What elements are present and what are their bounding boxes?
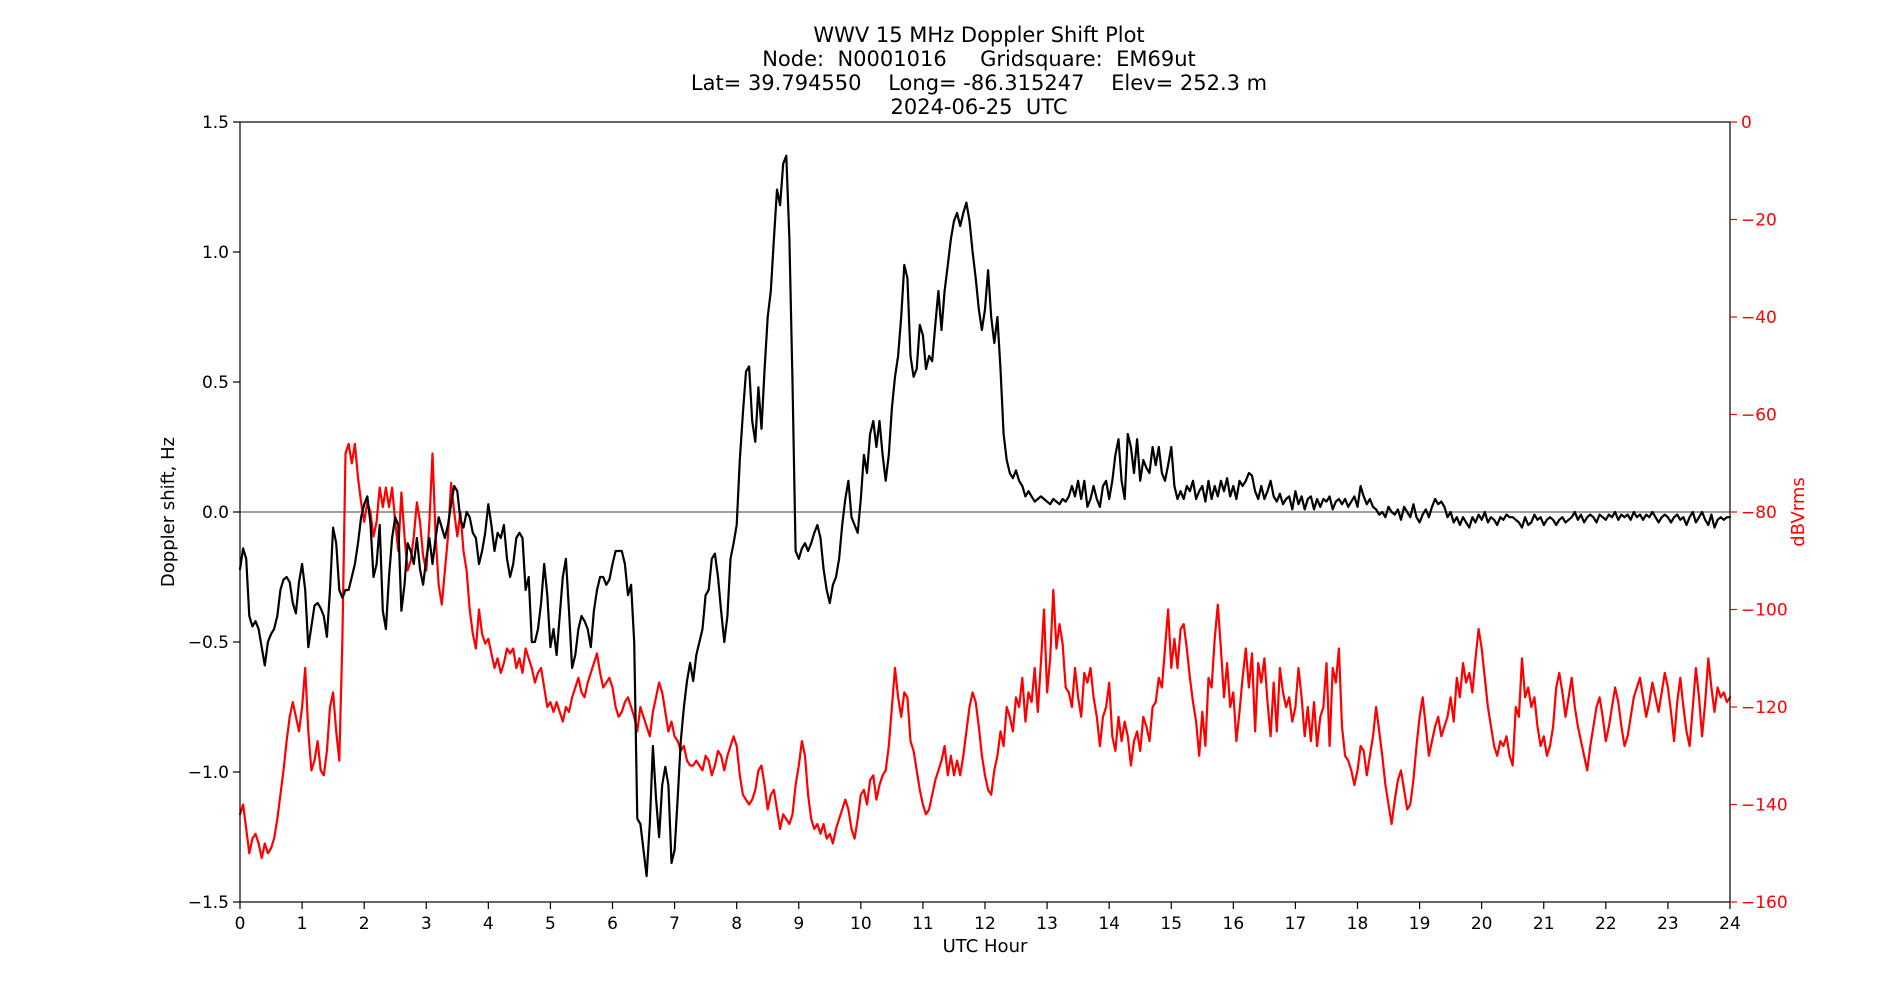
x-tick-label: 18 <box>1347 914 1369 934</box>
y-right-tick-label: −140 <box>1741 796 1788 816</box>
x-tick-label: 9 <box>793 914 804 934</box>
x-tick-label: 22 <box>1595 914 1617 934</box>
x-axis-ticks: 0 1 2 3 4 5 6 7 8 9 10 11 12 13 14 15 16 17 18 19 20 21 22 23 24 <box>235 902 1741 934</box>
y-left-axis-label: Doppler shift, Hz <box>158 437 179 587</box>
y-left-tick-label: 1.0 <box>202 243 229 263</box>
x-tick-label: 4 <box>483 914 494 934</box>
x-tick-label: 1 <box>297 914 308 934</box>
x-tick-label: 5 <box>545 914 556 934</box>
y-left-axis-ticks: 1.5 1.0 0.5 0.0 −0.5 −1.0 −1.5 <box>188 113 240 913</box>
y-right-tick-label: −120 <box>1741 698 1788 718</box>
y-right-axis-ticks: 0 −20 −40 −60 −80 −100 −120 −140 −160 <box>1730 113 1788 913</box>
x-tick-label: 15 <box>1160 914 1182 934</box>
y-right-tick-label: −100 <box>1741 601 1788 621</box>
x-tick-label: 12 <box>974 914 996 934</box>
y-right-tick-label: −20 <box>1741 211 1777 231</box>
x-tick-label: 10 <box>850 914 872 934</box>
title-line: WWV 15 MHz Doppler Shift Plot <box>813 23 1144 47</box>
power-dbvrms-series-line <box>238 442 1732 860</box>
y-left-tick-label: 0.5 <box>202 373 229 393</box>
y-right-tick-label: −40 <box>1741 308 1777 328</box>
x-tick-label: 2 <box>359 914 370 934</box>
x-tick-label: 19 <box>1409 914 1431 934</box>
x-tick-label: 24 <box>1719 914 1741 934</box>
x-tick-label: 17 <box>1285 914 1307 934</box>
y-left-tick-label: 1.5 <box>202 113 229 133</box>
title-line: Node: N0001016 Gridsquare: EM69ut <box>762 47 1196 71</box>
y-left-tick-label: −1.0 <box>188 763 229 783</box>
y-right-axis-label: dBVrms <box>1788 477 1809 547</box>
x-tick-label: 23 <box>1657 914 1679 934</box>
x-tick-label: 7 <box>669 914 680 934</box>
x-tick-label: 0 <box>235 914 246 934</box>
x-tick-label: 6 <box>607 914 618 934</box>
chart-title: WWV 15 MHz Doppler Shift Plot Node: N000… <box>691 23 1267 119</box>
x-tick-label: 13 <box>1036 914 1058 934</box>
series-layer <box>238 154 1732 878</box>
y-right-tick-label: −60 <box>1741 406 1777 426</box>
y-left-tick-label: −1.5 <box>188 893 229 913</box>
y-left-tick-label: 0.0 <box>202 503 229 523</box>
x-tick-label: 21 <box>1533 914 1555 934</box>
x-tick-label: 11 <box>912 914 934 934</box>
y-left-tick-label: −0.5 <box>188 633 229 653</box>
x-axis-label: UTC Hour <box>943 936 1028 957</box>
y-right-tick-label: 0 <box>1741 113 1752 133</box>
y-right-tick-label: −80 <box>1741 503 1777 523</box>
x-tick-label: 14 <box>1098 914 1120 934</box>
y-right-tick-label: −160 <box>1741 893 1788 913</box>
doppler-shift-series-line <box>238 154 1732 878</box>
x-tick-label: 8 <box>731 914 742 934</box>
x-tick-label: 20 <box>1471 914 1493 934</box>
x-tick-label: 3 <box>421 914 432 934</box>
x-tick-label: 16 <box>1223 914 1245 934</box>
title-line: Lat= 39.794550 Long= -86.315247 Elev= 25… <box>691 71 1267 95</box>
title-line: 2024-06-25 UTC <box>890 95 1067 119</box>
